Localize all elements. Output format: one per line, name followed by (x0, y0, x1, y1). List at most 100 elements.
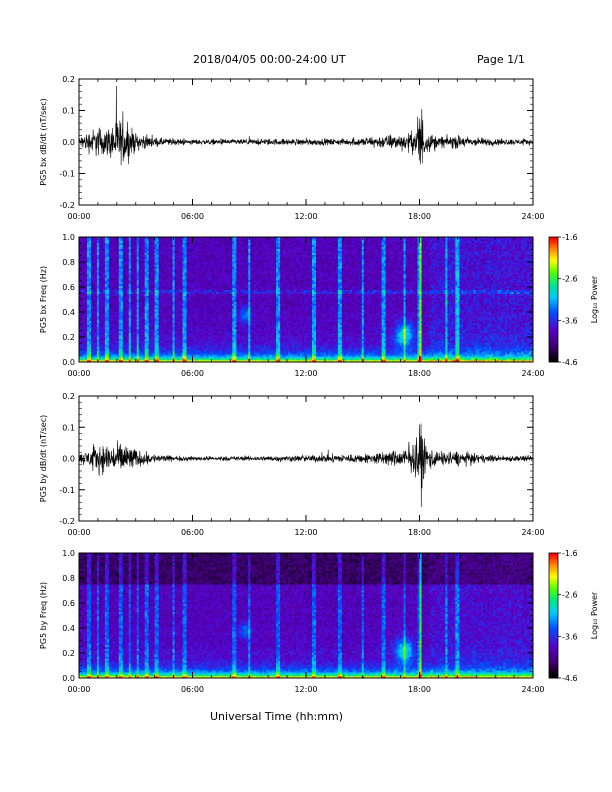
spectrogram-cell (135, 350, 137, 352)
spectrogram-cell (346, 335, 348, 337)
spectrogram-cell (185, 344, 187, 346)
spectrogram-cell (119, 341, 121, 343)
spectrogram-cell (316, 341, 318, 343)
spectrogram-cell (95, 346, 97, 348)
spectrogram-cell (284, 342, 286, 344)
spectrogram-cell (336, 358, 338, 360)
spectrogram-cell (487, 331, 489, 333)
spectrogram-cell (230, 327, 232, 329)
spectrogram-cell (93, 344, 95, 346)
spectrogram-cell (137, 319, 139, 321)
spectrogram-cell (222, 327, 224, 329)
spectrogram-cell (210, 348, 212, 350)
spectrogram-cell (473, 331, 475, 333)
spectrogram-cell (254, 327, 256, 329)
spectrogram-cell (111, 339, 113, 341)
spectrogram-cell (314, 331, 316, 333)
spectrogram-cell (320, 339, 322, 341)
spectrogram-cell (250, 346, 252, 348)
spectrogram-cell (507, 335, 509, 337)
spectrogram-cell (87, 337, 89, 339)
spectrogram-cell (304, 331, 306, 333)
spectrogram-cell (497, 342, 499, 344)
spectrogram-cell (348, 339, 350, 341)
spectrogram-cell (392, 323, 394, 325)
spectrogram-cell (473, 325, 475, 327)
spectrogram-cell (206, 337, 208, 339)
spectrogram-cell (318, 358, 320, 360)
spectrogram-cell (447, 325, 449, 327)
spectrogram-cell (310, 346, 312, 348)
spectrogram-cell (250, 350, 252, 352)
spectrogram-cell (302, 329, 304, 331)
spectrogram-cell (392, 348, 394, 350)
spectrogram-cell (288, 329, 290, 331)
spectrogram-cell (171, 339, 173, 341)
spectrogram-cell (356, 352, 358, 354)
spectrogram-cell (272, 358, 274, 360)
spectrogram-cell (196, 356, 198, 358)
spectrogram-cell (487, 344, 489, 346)
spectrogram-cell (131, 327, 133, 329)
spectrogram-cell (125, 341, 127, 343)
spectrogram-cell (525, 329, 527, 331)
spectrogram-cell (467, 333, 469, 335)
spectrogram-cell (420, 341, 422, 343)
spectrogram-cell (171, 319, 173, 321)
spectrogram-cell (262, 339, 264, 341)
spectrogram-cell (151, 329, 153, 331)
spectrogram-cell (519, 352, 521, 354)
spectrogram-cell (425, 329, 427, 331)
spectrogram-cell (139, 321, 141, 323)
spectrogram-cell (334, 358, 336, 360)
spectrogram-cell (292, 327, 294, 329)
spectrogram-cell (147, 335, 149, 337)
spectrogram-cell (242, 325, 244, 327)
spectrogram-cell (179, 356, 181, 358)
spectrogram-cell (404, 344, 406, 346)
spectrogram-cell (451, 342, 453, 344)
spectrogram-cell (398, 356, 400, 358)
spectrogram-cell (527, 341, 529, 343)
spectrogram-cell (280, 325, 282, 327)
spectrogram-cell (487, 356, 489, 358)
spectrogram-cell (220, 339, 222, 341)
spectrogram-cell (382, 325, 384, 327)
spectrogram-cell (187, 356, 189, 358)
spectrogram-cell (525, 325, 527, 327)
spectrogram-cell (477, 358, 479, 360)
spectrogram-cell (230, 348, 232, 350)
spectrogram-cell (503, 333, 505, 335)
spectrogram-cell (133, 331, 135, 333)
spectrogram-cell (453, 350, 455, 352)
spectrogram-cell (312, 325, 314, 327)
spectrogram-cell (519, 341, 521, 343)
spectrogram-cell (258, 335, 260, 337)
spectrogram-cell (107, 325, 109, 327)
spectrogram-cell (228, 341, 230, 343)
spectrogram-cells (79, 237, 533, 362)
spectrogram-cell (288, 358, 290, 360)
spectrogram-cell (242, 335, 244, 337)
spectrogram-cell (230, 331, 232, 333)
spectrogram-cell (429, 323, 431, 325)
spectrogram-cell (330, 356, 332, 358)
spectrogram-cell (83, 344, 85, 346)
spectrogram-cell (418, 348, 420, 350)
spectrogram-cell (208, 341, 210, 343)
spectrogram-cell (238, 346, 240, 348)
spectrogram-cell (513, 352, 515, 354)
spectrogram-cell (165, 325, 167, 327)
spectrogram-cell (131, 329, 133, 331)
spectrogram-cell (348, 335, 350, 337)
spectrogram-cell (390, 325, 392, 327)
spectrogram-cell (314, 358, 316, 360)
spectrogram-cell (276, 348, 278, 350)
spectrogram-cell (272, 333, 274, 335)
spectrogram-cell (282, 337, 284, 339)
spectrogram-cell (328, 344, 330, 346)
spectrogram-cell (459, 335, 461, 337)
spectrogram-cell (473, 329, 475, 331)
spectrogram-cell (294, 337, 296, 339)
